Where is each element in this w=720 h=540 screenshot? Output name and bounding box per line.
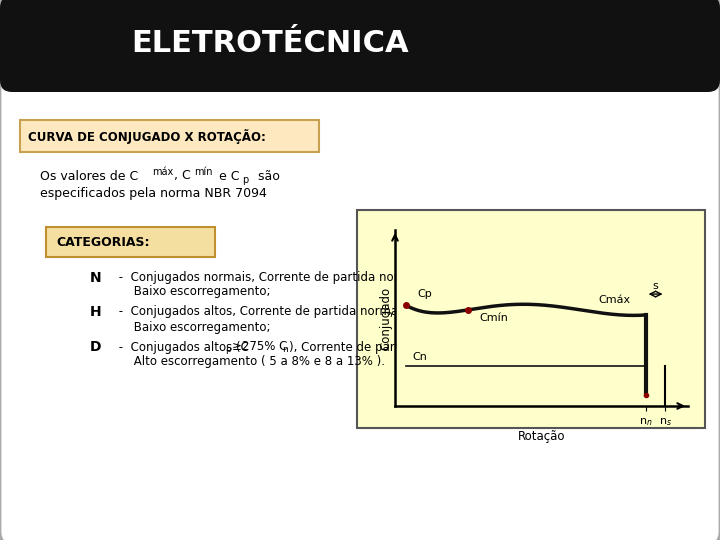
Text: Baixo escorregamento;: Baixo escorregamento; <box>115 286 271 299</box>
Text: CURVA DE CONJUGADO X ROTAÇÃO:: CURVA DE CONJUGADO X ROTAÇÃO: <box>28 129 266 144</box>
Text: p: p <box>225 346 231 354</box>
FancyBboxPatch shape <box>46 227 215 257</box>
Text: n: n <box>282 346 287 354</box>
Text: ), Corrente de partida normal,: ), Corrente de partida normal, <box>289 341 467 354</box>
Text: Os valores de C: Os valores de C <box>40 170 138 183</box>
Text: são: são <box>250 170 280 183</box>
Text: , C: , C <box>174 170 191 183</box>
Text: -  Conjugados normais, Corrente de partida normal,: - Conjugados normais, Corrente de partid… <box>115 272 424 285</box>
Text: H: H <box>90 305 102 319</box>
FancyBboxPatch shape <box>0 0 720 92</box>
X-axis label: Rotação: Rotação <box>518 430 565 443</box>
Text: ELETROTÉCNICA: ELETROTÉCNICA <box>131 30 409 58</box>
Y-axis label: Conjugado: Conjugado <box>379 286 392 349</box>
Text: e C: e C <box>215 170 240 183</box>
Text: CATEGORIAS:: CATEGORIAS: <box>56 235 150 248</box>
Text: -  Conjugados altos (C: - Conjugados altos (C <box>115 341 249 354</box>
Text: Cmáx: Cmáx <box>599 295 631 305</box>
Bar <box>12 50 708 80</box>
Text: s: s <box>653 281 659 292</box>
Text: Cmín: Cmín <box>480 313 508 322</box>
FancyBboxPatch shape <box>357 210 705 428</box>
Text: Cn: Cn <box>412 352 427 362</box>
Text: N: N <box>90 271 102 285</box>
Text: -  Conjugados altos, Corrente de partida normal,: - Conjugados altos, Corrente de partida … <box>115 306 405 319</box>
Text: Cp: Cp <box>418 289 432 299</box>
FancyBboxPatch shape <box>20 120 319 152</box>
Text: máx: máx <box>152 167 174 177</box>
Text: especificados pela norma NBR 7094: especificados pela norma NBR 7094 <box>40 186 267 199</box>
Text: D: D <box>90 340 102 354</box>
Text: p: p <box>242 175 248 185</box>
Text: Alto escorregamento ( 5 a 8% e 8 a 13% ).: Alto escorregamento ( 5 a 8% e 8 a 13% )… <box>115 355 385 368</box>
Text: mín: mín <box>194 167 212 177</box>
Text: ≥275% C: ≥275% C <box>233 341 288 354</box>
Text: Baixo escorregamento;: Baixo escorregamento; <box>115 321 271 334</box>
